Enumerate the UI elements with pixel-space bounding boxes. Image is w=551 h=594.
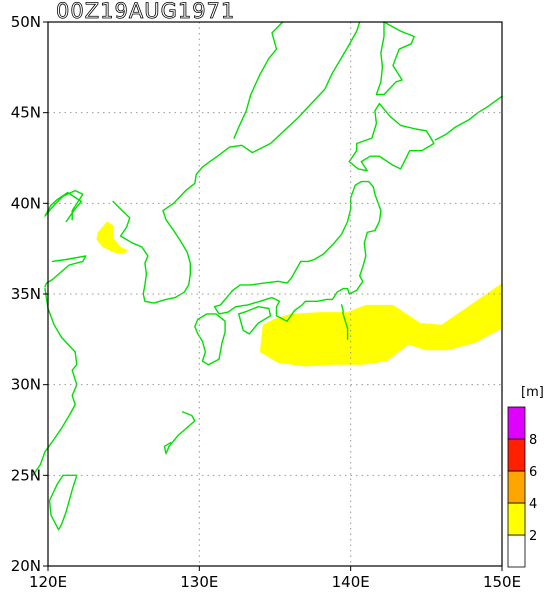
y-tick-label-20: 20N xyxy=(11,557,41,575)
legend-box-2-4 xyxy=(507,502,526,536)
coastlines xyxy=(32,21,503,531)
china-east-coast xyxy=(32,287,78,476)
sakhalin xyxy=(375,21,415,96)
y-tick-label-25: 25N xyxy=(11,466,41,484)
legend-box-8-10 xyxy=(507,406,526,440)
izu-islands xyxy=(340,304,349,340)
legend-unit-label: [m] xyxy=(521,385,544,400)
legend-tick-labels: 2 4 6 8 xyxy=(529,433,537,544)
hokkaido xyxy=(348,102,435,172)
legend-tick-4: 4 xyxy=(529,497,537,512)
x-tick-label-130: 130E xyxy=(180,573,218,591)
legend-box-4-6 xyxy=(507,470,526,504)
plot-area xyxy=(32,21,503,567)
korea-west-coast xyxy=(112,21,361,304)
bohai-sea-wave-area xyxy=(96,221,129,255)
kyushu xyxy=(194,313,226,366)
latitude-axis: 20N 25N 30N 35N 40N 45N 50N xyxy=(11,13,48,575)
legend-box-6-8 xyxy=(507,438,526,472)
x-tick-label-140: 140E xyxy=(332,573,370,591)
color-legend: [m] 2 4 6 8 xyxy=(507,385,544,568)
pacific-wave-area xyxy=(259,283,502,367)
legend-tick-2: 2 xyxy=(529,529,537,544)
y-tick-label-45: 45N xyxy=(11,104,41,122)
legend-tick-6: 6 xyxy=(529,465,537,480)
legend-color-boxes xyxy=(507,406,526,568)
y-tick-label-35: 35N xyxy=(11,285,41,303)
liaodong-coast xyxy=(44,189,84,223)
y-tick-label-50: 50N xyxy=(11,13,41,31)
honshu xyxy=(213,180,382,322)
legend-tick-8: 8 xyxy=(529,433,537,448)
x-tick-label-120: 120E xyxy=(29,573,67,591)
gridlines xyxy=(48,22,502,566)
map-title: 00Z19AUG1971 xyxy=(56,0,235,23)
longitude-axis: 120E 130E 140E 150E xyxy=(29,566,521,591)
primorye-interior xyxy=(233,21,284,139)
x-tick-label-150: 150E xyxy=(483,573,521,591)
y-tick-label-30: 30N xyxy=(11,376,41,394)
kuril-islands xyxy=(434,95,503,141)
ryukyu-islands xyxy=(163,411,196,455)
taiwan xyxy=(48,474,78,531)
legend-box-0-2 xyxy=(507,534,526,568)
shikoku xyxy=(237,306,272,335)
wave-height-regions xyxy=(96,221,502,367)
y-tick-label-40: 40N xyxy=(11,194,41,212)
